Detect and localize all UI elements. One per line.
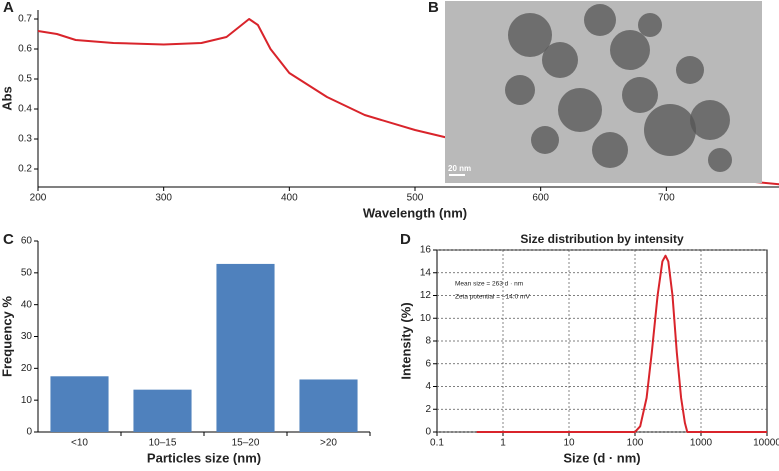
y-tick-label: 14	[420, 267, 432, 278]
x-tick-label: 200	[30, 193, 47, 204]
scale-bar-label: 20 nm	[448, 164, 471, 173]
data-line	[476, 254, 767, 433]
bar	[299, 379, 358, 432]
x-tick-label: 15–20	[232, 438, 260, 449]
x-axis-label: Wavelength (nm)	[363, 205, 467, 220]
x-tick-label: <10	[71, 438, 88, 449]
y-axis-label: Intensity (%)	[398, 302, 413, 379]
x-tick-label: 700	[658, 193, 675, 204]
particle	[708, 148, 732, 172]
y-tick-label: 6	[425, 358, 431, 369]
y-tick-label: 10	[420, 313, 432, 324]
annotation: Mean size = 263 d · nm	[455, 281, 523, 288]
bar	[216, 263, 275, 432]
y-tick-label: 16	[420, 245, 432, 256]
particle	[558, 88, 602, 132]
particle	[505, 75, 535, 105]
particle	[690, 100, 730, 140]
chart-title: Size distribution by intensity	[520, 232, 684, 246]
y-tick-label: 0	[26, 427, 32, 438]
x-axis-label: Particles size (nm)	[147, 450, 261, 465]
bar	[133, 389, 192, 432]
y-tick-label: 30	[21, 331, 33, 342]
y-tick-label: 60	[21, 236, 33, 247]
y-tick-label: 40	[21, 299, 33, 310]
y-tick-label: 0.7	[18, 14, 32, 25]
x-tick-label: 0.1	[430, 438, 444, 449]
x-tick-label: 500	[407, 193, 424, 204]
x-tick-label: 1000	[690, 438, 713, 449]
particle	[531, 126, 559, 154]
y-axis-label: Frequency %	[0, 296, 14, 377]
y-tick-label: 0.3	[18, 134, 32, 145]
x-tick-label: 100	[627, 438, 644, 449]
particle	[592, 132, 628, 168]
particle	[638, 13, 662, 37]
panel-label: B	[428, 0, 439, 16]
y-tick-label: 0.5	[18, 74, 32, 85]
y-tick-label: 12	[420, 290, 432, 301]
particle	[508, 13, 552, 57]
particle	[584, 4, 616, 36]
y-tick-label: 0.2	[18, 164, 32, 175]
particle	[610, 30, 650, 70]
x-tick-label: 10	[563, 438, 575, 449]
x-tick-label: 600	[532, 193, 549, 204]
panel-label: D	[400, 231, 411, 248]
y-tick-label: 2	[425, 404, 431, 415]
x-axis-label: Size (d · nm)	[563, 450, 640, 465]
x-tick-label: >20	[320, 438, 337, 449]
x-tick-label: 10000	[753, 438, 779, 449]
y-tick-label: 4	[425, 381, 431, 392]
particle	[644, 104, 696, 156]
y-tick-label: 50	[21, 267, 33, 278]
y-tick-label: 0	[425, 427, 431, 438]
y-tick-label: 10	[21, 395, 33, 406]
particle	[622, 77, 658, 113]
panel-label: C	[3, 231, 14, 248]
y-tick-label: 0.6	[18, 44, 32, 55]
particle	[542, 42, 578, 78]
y-tick-label: 0.4	[18, 104, 32, 115]
y-axis-label: Abs	[0, 86, 14, 111]
bar	[50, 376, 109, 432]
y-tick-label: 8	[425, 336, 431, 347]
x-tick-label: 1	[500, 438, 506, 449]
x-tick-label: 400	[281, 193, 298, 204]
annotation: Zeta potential = −14.0 mV	[455, 294, 530, 301]
particle	[676, 56, 704, 84]
y-tick-label: 20	[21, 363, 33, 374]
panel-label: A	[3, 0, 14, 16]
x-tick-label: 10–15	[149, 438, 177, 449]
x-tick-label: 300	[155, 193, 172, 204]
